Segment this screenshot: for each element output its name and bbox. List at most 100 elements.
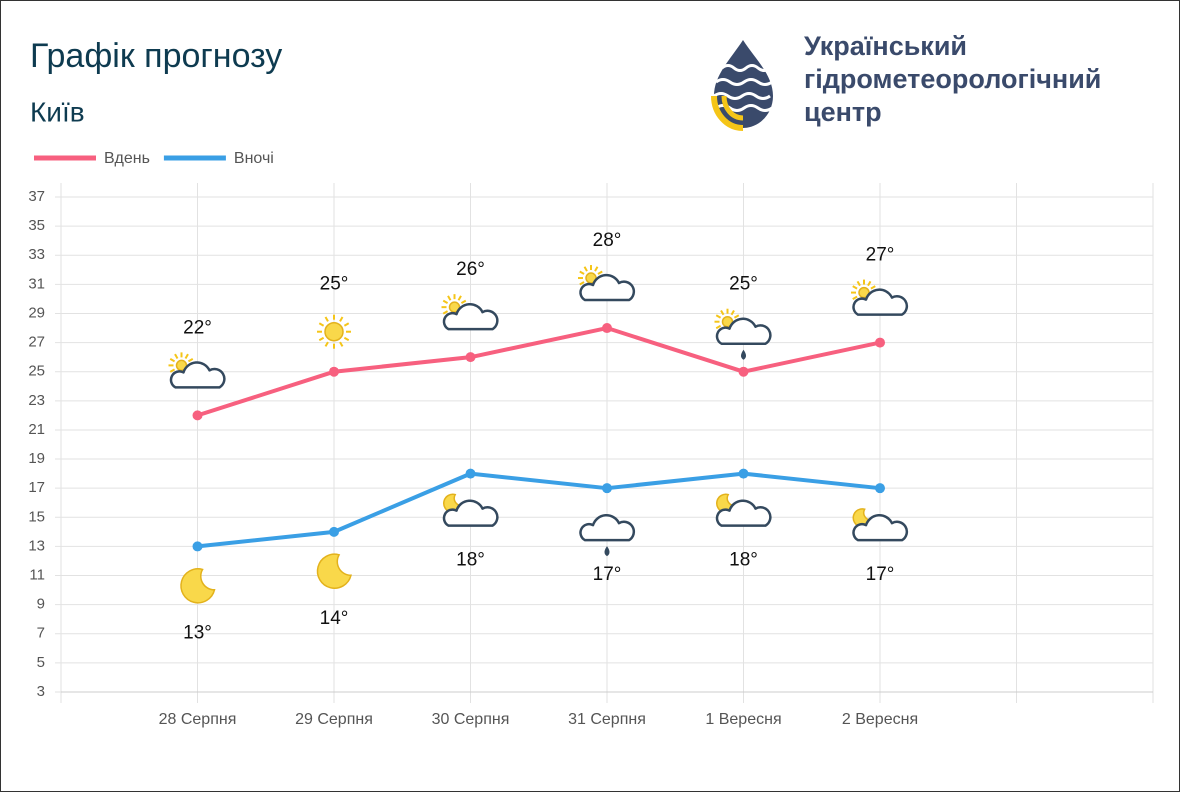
y-tick-label: 3	[37, 683, 45, 700]
cloud	[442, 499, 499, 527]
y-tick-label: 9	[37, 596, 45, 613]
value-label: 27°	[866, 245, 895, 266]
cloud	[715, 499, 772, 527]
value-label: 26°	[456, 259, 485, 280]
sun-ray	[442, 310, 449, 315]
moon	[180, 568, 216, 604]
value-label: 18°	[456, 550, 485, 571]
sun-ray	[597, 270, 603, 275]
sun-ray	[343, 322, 350, 327]
point	[875, 337, 885, 348]
sun-ray	[715, 314, 722, 319]
sun-ray	[733, 314, 740, 319]
logo-text: Український	[804, 31, 967, 61]
point	[329, 526, 339, 537]
point	[329, 366, 339, 377]
cloud	[442, 302, 499, 331]
weather-icons	[168, 265, 909, 604]
value-label: 13°	[183, 622, 212, 643]
y-tick-label: 25	[28, 363, 45, 380]
rain-drop	[741, 349, 746, 360]
sun-ray	[339, 316, 344, 322]
point	[192, 541, 203, 552]
y-tick-label: 11	[29, 566, 45, 583]
value-label: 18°	[729, 550, 758, 571]
y-tick-label: 13	[28, 537, 45, 554]
sun-ray	[594, 266, 599, 272]
sun-ray	[583, 266, 588, 272]
sun-ray	[442, 299, 449, 305]
sun-ray	[870, 285, 876, 290]
point	[738, 468, 749, 479]
value-label: 25°	[320, 274, 349, 295]
sun-ray	[187, 358, 194, 363]
value-label: 25°	[729, 274, 758, 295]
point	[465, 352, 476, 363]
sun-ray	[324, 341, 329, 347]
cloud	[715, 317, 772, 345]
cloud	[169, 361, 226, 389]
y-tick-label: 23	[28, 392, 45, 409]
sun-ray	[852, 295, 858, 300]
x-tick-label: 2 Вересня	[842, 711, 918, 728]
sun-ray	[457, 295, 462, 301]
sun-ray	[339, 341, 344, 347]
value-label: 14°	[320, 608, 349, 629]
x-tick-label: 31 Серпня	[568, 711, 646, 728]
y-tick-label: 35	[28, 217, 45, 234]
sun	[324, 321, 344, 342]
cloud	[852, 288, 909, 316]
value-label: 17°	[866, 564, 895, 585]
sun-ray	[460, 299, 467, 305]
sun-ray	[324, 316, 329, 322]
sun-ray	[715, 324, 722, 330]
sun-ray	[169, 368, 176, 373]
cloud	[852, 514, 909, 542]
sun-ray	[579, 270, 585, 275]
legend-label: Вдень	[104, 150, 150, 167]
chart-subtitle: Київ	[30, 96, 85, 127]
y-tick-label: 29	[28, 304, 45, 321]
x-tick-label: 29 Серпня	[295, 711, 373, 728]
value-label: 17°	[593, 564, 622, 585]
y-tick-label: 15	[28, 508, 45, 525]
sun-ray	[343, 336, 350, 342]
chart-title: Графік прогнозу	[30, 37, 282, 75]
sun-ray	[579, 281, 585, 286]
x-tick-label: 28 Серпня	[159, 711, 237, 728]
point	[602, 323, 612, 334]
x-tick-label: 1 Вересня	[705, 711, 781, 728]
sun-ray	[730, 309, 735, 316]
sun-ray	[318, 322, 325, 327]
cloud	[579, 514, 636, 542]
series-line	[197, 471, 881, 549]
y-tick-label: 5	[37, 654, 45, 671]
legend-label: Вночі	[234, 150, 274, 167]
series-line	[196, 326, 881, 418]
point	[602, 483, 612, 494]
cloud	[579, 273, 636, 302]
sun-ray	[856, 280, 861, 287]
y-tick-label: 37	[28, 188, 45, 205]
y-tick-label: 33	[28, 246, 45, 263]
logo-text: гідрометеорологічний	[804, 64, 1101, 94]
y-tick-label: 31	[28, 275, 45, 292]
x-tick-label: 30 Серпня	[432, 711, 510, 728]
sun-ray	[318, 336, 325, 342]
sun-ray	[720, 309, 725, 316]
logo-icon	[711, 40, 773, 131]
sun-ray	[852, 285, 858, 290]
moon	[316, 553, 352, 589]
point	[738, 366, 749, 377]
rain-drop	[604, 546, 610, 557]
sun-ray	[169, 358, 176, 363]
sun-ray	[867, 280, 872, 287]
y-tick-label: 21	[28, 421, 45, 438]
y-tick-label: 27	[28, 334, 45, 351]
point	[875, 483, 885, 494]
sun-ray	[174, 353, 179, 359]
y-tick-label: 7	[37, 625, 45, 642]
y-tick-label: 19	[28, 450, 45, 467]
